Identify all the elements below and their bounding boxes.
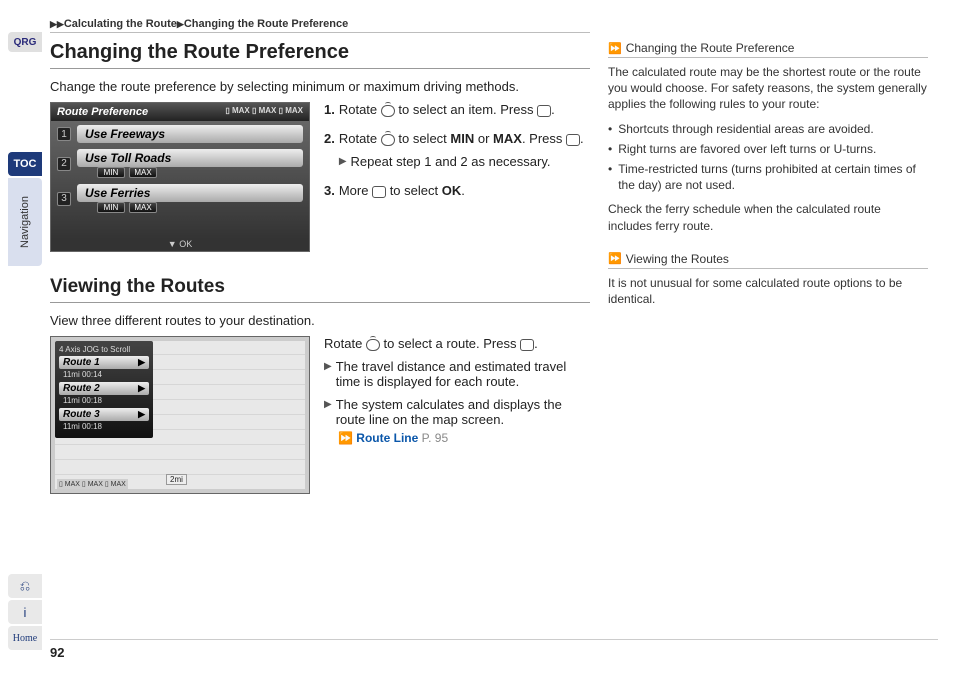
step-2: 2. Rotate to select MIN or MAX. Press . … (324, 131, 590, 169)
side-heading-2: ⏩Viewing the Routes (608, 252, 928, 269)
dial-icon (381, 134, 395, 146)
triangle-icon: ▶ (177, 19, 184, 29)
side-para: Check the ferry schedule when the calcul… (608, 201, 928, 233)
steps-list: 1. Rotate to select an item. Press . 2. … (324, 102, 590, 252)
tab-home[interactable]: Home (8, 626, 42, 650)
side-para: It is not unusual for some calculated ro… (608, 275, 928, 307)
push-icon (566, 134, 580, 146)
push-icon (537, 105, 551, 117)
screenshot-ok: OK (179, 239, 192, 249)
row-num: 3 (57, 192, 71, 206)
intro-text-2: View three different routes to your dest… (50, 313, 590, 328)
bottom-nav: ⎌ i Home (8, 572, 42, 650)
side-heading-1: ⏩Changing the Route Preference (608, 41, 928, 58)
note-text: The system calculates and displays the r… (336, 397, 590, 427)
tab-info-icon[interactable]: i (8, 600, 42, 624)
row-num: 2 (57, 157, 71, 171)
side-para: The calculated route may be the shortest… (608, 64, 928, 113)
move-icon (372, 186, 386, 198)
row-label: Use Freeways (77, 125, 303, 143)
screenshot-title: Route Preference (57, 106, 148, 118)
breadcrumb: ▶▶Calculating the Route▶Changing the Rou… (50, 18, 590, 33)
tab-toc[interactable]: TOC (8, 152, 42, 176)
main-column: Changing the Route Preference Change the… (50, 41, 590, 494)
dial-icon (366, 339, 380, 351)
side-list: Shortcuts through residential areas are … (608, 121, 928, 194)
panel-footer: ▯ MAX ▯ MAX ▯ MAX (57, 479, 128, 489)
triangle-icon: ▶ (324, 399, 332, 427)
side-list-item: Right turns are favored over left turns … (618, 141, 876, 157)
breadcrumb-a[interactable]: Calculating the Route (64, 18, 177, 30)
row-num: 1 (57, 127, 71, 141)
cross-ref-link[interactable]: ⏩ Route Line P. 95 (338, 431, 590, 445)
row-label: Use Toll Roads (77, 149, 303, 167)
tab-qrg[interactable]: QRG (8, 32, 42, 52)
side-list-item: Shortcuts through residential areas are … (618, 121, 874, 137)
map-scale: 2mi (166, 474, 187, 485)
triangle-icon: ▶ (339, 156, 347, 169)
step-3: 3. More to select OK. (324, 183, 590, 198)
double-arrow-icon: ⏩ (608, 252, 622, 265)
sub-step: Repeat step 1 and 2 as necessary. (351, 154, 551, 169)
panel-header: 4 Axis JOG to Scroll (59, 345, 149, 354)
screenshot-view-routes: 4 Axis JOG to Scroll Route 1▶ 11mi 00:14… (50, 336, 310, 494)
double-arrow-icon: ⏩ (608, 42, 622, 55)
tab-navigation[interactable]: Navigation (8, 178, 42, 266)
page-number: 92 (50, 645, 64, 660)
intro-text: Change the route preference by selecting… (50, 79, 590, 94)
side-list-item: Time-restricted turns (turns prohibited … (618, 161, 928, 193)
heading-changing-route-pref: Changing the Route Preference (50, 41, 590, 64)
note-text: The travel distance and estimated travel… (336, 359, 590, 389)
screenshot-route-preference: Route Preference ▯ MAX ▯ MAX ▯ MAX 1 Use… (50, 102, 310, 252)
side-column: ⏩Changing the Route Preference The calcu… (608, 41, 928, 494)
left-nav: QRG TOC Navigation (8, 32, 42, 268)
screenshot-badges: ▯ MAX ▯ MAX ▯ MAX (225, 106, 303, 118)
steps-list-2: Rotate to select a route. Press . ▶The t… (324, 336, 590, 494)
link-arrow-icon: ⏩ (338, 431, 353, 445)
row-label: Use Ferries (77, 184, 303, 202)
heading-viewing-routes: Viewing the Routes (50, 276, 590, 298)
triangle-icon: ▶ (324, 361, 332, 389)
triangle-icon: ▶▶ (50, 19, 64, 29)
footer-rule (50, 639, 938, 640)
push-icon (520, 339, 534, 351)
step-1: 1. Rotate to select an item. Press . (324, 102, 590, 117)
tab-voice-icon[interactable]: ⎌ (8, 574, 42, 598)
dial-icon (381, 105, 395, 117)
breadcrumb-b[interactable]: Changing the Route Preference (184, 18, 348, 30)
